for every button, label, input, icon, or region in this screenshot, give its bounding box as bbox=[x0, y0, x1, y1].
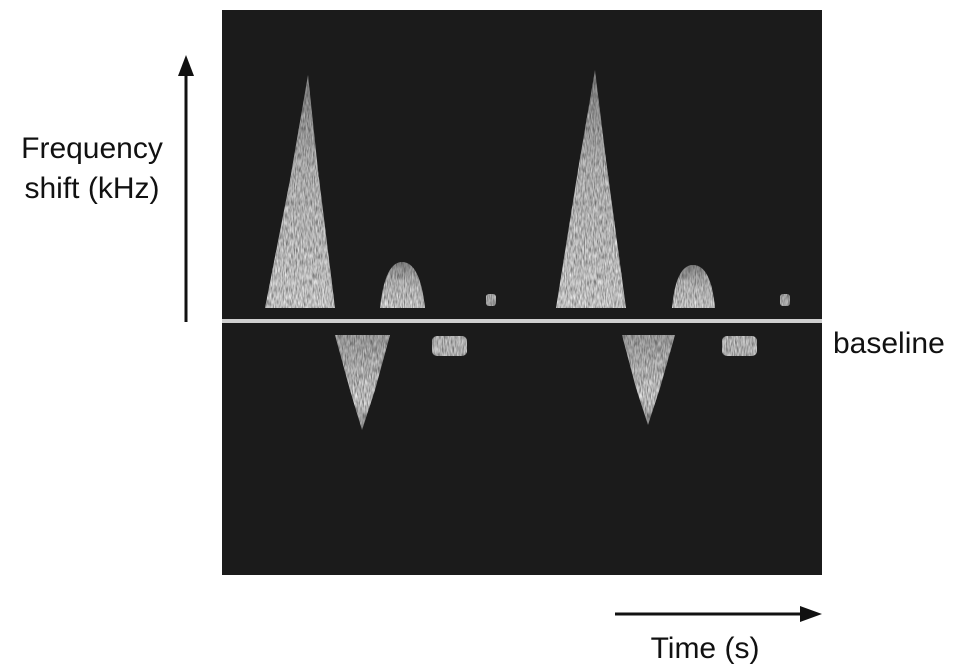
doppler-signal bbox=[265, 70, 790, 430]
reverse-flow bbox=[335, 335, 390, 430]
x-axis-label: Time (s) bbox=[651, 632, 760, 665]
systolic-peak bbox=[556, 70, 626, 308]
diastolic-hump bbox=[380, 262, 425, 308]
x-arrow-head bbox=[800, 606, 822, 622]
signal-dot bbox=[486, 294, 496, 306]
systolic-peak bbox=[265, 75, 335, 308]
baseline-label: baseline bbox=[833, 327, 945, 360]
reverse-flow bbox=[622, 335, 675, 425]
signal-dot bbox=[780, 294, 790, 306]
diastolic-hump bbox=[672, 265, 715, 308]
y-axis-label: Frequency bbox=[21, 132, 163, 165]
reverse-blip bbox=[722, 336, 757, 356]
y-arrow-head bbox=[178, 55, 194, 76]
y-axis-label: shift (kHz) bbox=[25, 172, 160, 205]
reverse-blip bbox=[432, 336, 467, 356]
